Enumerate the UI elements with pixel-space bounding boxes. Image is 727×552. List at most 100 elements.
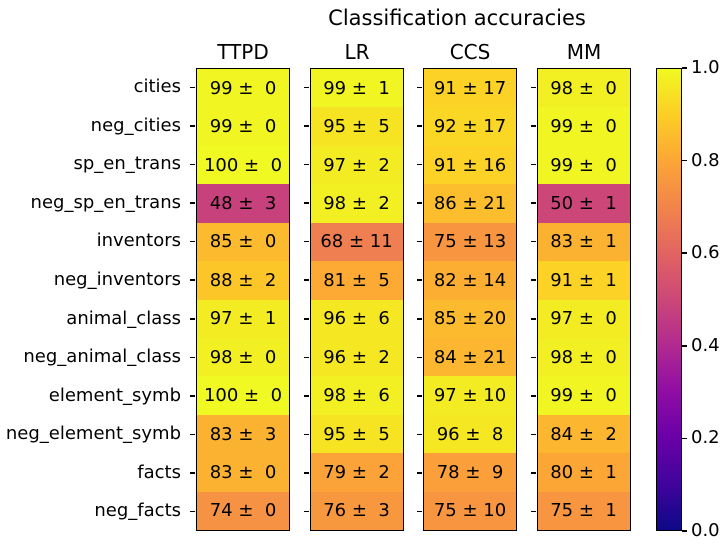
y-tick bbox=[417, 202, 422, 204]
column-header-lr: LR bbox=[344, 40, 370, 64]
y-tick bbox=[190, 472, 195, 474]
colorbar-tick bbox=[682, 67, 687, 69]
y-tick bbox=[530, 433, 536, 436]
heatmap-cell: 97 ± 0 bbox=[537, 299, 630, 338]
colorbar-tick-label: 1.0 bbox=[691, 57, 720, 78]
y-tick bbox=[303, 202, 309, 204]
column-header-ccs: CCS bbox=[449, 40, 491, 64]
heatmap-cell: 99 ± 0 bbox=[197, 107, 289, 146]
y-tick bbox=[303, 395, 309, 397]
heatmap-cell: 75 ± 13 bbox=[424, 222, 516, 262]
y-tick bbox=[530, 510, 536, 513]
y-tick bbox=[190, 433, 195, 436]
y-tick bbox=[417, 472, 422, 474]
y-tick bbox=[417, 318, 422, 320]
colorbar bbox=[656, 68, 682, 531]
colorbar-tick bbox=[682, 530, 687, 532]
y-tick bbox=[530, 125, 536, 127]
colorbar-tick bbox=[682, 437, 687, 440]
heatmap-cell: 98 ± 0 bbox=[537, 69, 630, 108]
heatmap-cell: 78 ± 9 bbox=[424, 453, 516, 492]
colorbar-tick-label: 0.2 bbox=[691, 427, 720, 449]
heatmap-cell: 91 ± 1 bbox=[537, 261, 630, 300]
y-tick bbox=[417, 433, 422, 436]
heatmap-column-lr: 99 ± 1 95 ± 5 97 ± 2 98 ± 2 68 ± 11 81 ± 5 96 … bbox=[309, 68, 404, 531]
y-tick bbox=[190, 318, 195, 320]
y-tick bbox=[303, 356, 309, 359]
heatmap-cell: 84 ± 21 bbox=[424, 337, 516, 377]
heatmap-cell: 83 ± 1 bbox=[537, 222, 630, 262]
heatmap-cell: 96 ± 2 bbox=[310, 337, 403, 377]
heatmap-cell: 48 ± 3 bbox=[197, 184, 289, 223]
heatmap-cell: 85 ± 0 bbox=[197, 222, 289, 262]
y-tick bbox=[190, 125, 195, 127]
colorbar-tick-label: 0.4 bbox=[691, 334, 720, 356]
y-tick bbox=[417, 163, 422, 166]
row-label: neg_cities bbox=[90, 114, 181, 136]
y-tick bbox=[417, 240, 422, 243]
row-label: neg_element_symb bbox=[5, 423, 181, 445]
heatmap-cell: 88 ± 2 bbox=[197, 261, 289, 300]
y-tick bbox=[303, 86, 309, 89]
y-tick bbox=[417, 356, 422, 359]
heatmap-cell: 85 ± 20 bbox=[424, 299, 516, 338]
heatmap-cell: 84 ± 2 bbox=[537, 414, 630, 454]
chart-title: Classification accuracies bbox=[328, 6, 586, 30]
y-tick bbox=[303, 279, 309, 281]
heatmap-cell: 98 ± 6 bbox=[310, 376, 403, 415]
y-tick bbox=[190, 202, 195, 204]
heatmap-cell: 68 ± 11 bbox=[310, 222, 403, 262]
colorbar-tick bbox=[682, 252, 687, 254]
heatmap-cell: 75 ± 10 bbox=[424, 491, 516, 531]
heatmap-cell: 99 ± 0 bbox=[537, 376, 630, 415]
y-tick bbox=[417, 510, 422, 513]
y-tick bbox=[303, 240, 309, 243]
row-label: neg_inventors bbox=[53, 268, 181, 290]
row-label: neg_animal_class bbox=[23, 346, 181, 368]
row-label: inventors bbox=[96, 230, 181, 252]
heatmap-cell: 97 ± 2 bbox=[310, 145, 403, 185]
y-tick bbox=[530, 472, 536, 474]
heatmap-cell: 100 ± 0 bbox=[197, 376, 289, 415]
heatmap-cell: 81 ± 5 bbox=[310, 261, 403, 300]
colorbar-tick-label: 0.0 bbox=[691, 520, 720, 541]
colorbar-tick bbox=[682, 159, 687, 162]
row-label: facts bbox=[137, 461, 181, 483]
row-label: cities bbox=[133, 76, 181, 97]
row-label: animal_class bbox=[66, 307, 181, 329]
heatmap-cell: 98 ± 0 bbox=[537, 337, 630, 377]
heatmap-column-mm: 98 ± 0 99 ± 0 99 ± 0 50 ± 1 83 ± 1 91 ± 1 97 ±… bbox=[536, 68, 631, 531]
row-label: sp_en_trans bbox=[73, 153, 181, 175]
heatmap-cell: 91 ± 17 bbox=[424, 69, 516, 108]
heatmap-cell: 76 ± 3 bbox=[310, 491, 403, 531]
heatmap-column-ttpd: 99 ± 0 99 ± 0 100 ± 0 48 ± 3 85 ± 0 88 ± 2 97 … bbox=[196, 68, 290, 531]
y-tick bbox=[190, 356, 195, 359]
row-label: neg_sp_en_trans bbox=[30, 191, 181, 213]
y-tick bbox=[190, 510, 195, 513]
y-tick bbox=[530, 86, 536, 89]
y-tick bbox=[530, 202, 536, 204]
heatmap-cell: 75 ± 1 bbox=[537, 491, 630, 531]
y-tick bbox=[530, 395, 536, 397]
heatmap-cell: 99 ± 1 bbox=[310, 69, 403, 108]
y-tick bbox=[530, 318, 536, 320]
y-tick bbox=[303, 163, 309, 166]
y-tick bbox=[417, 125, 422, 127]
column-header-ttpd: TTPD bbox=[217, 40, 269, 64]
y-tick bbox=[303, 433, 309, 436]
y-tick bbox=[530, 356, 536, 359]
y-tick bbox=[530, 163, 536, 166]
y-tick bbox=[417, 279, 422, 281]
column-header-mm: MM bbox=[566, 40, 602, 64]
heatmap-cell: 96 ± 6 bbox=[310, 299, 403, 338]
heatmap-cell: 100 ± 0 bbox=[197, 145, 289, 185]
y-tick bbox=[303, 125, 309, 127]
y-tick bbox=[303, 510, 309, 513]
heatmap-cell: 82 ± 14 bbox=[424, 261, 516, 300]
y-tick bbox=[303, 318, 309, 320]
y-tick bbox=[530, 279, 536, 281]
heatmap-cell: 83 ± 0 bbox=[197, 453, 289, 492]
colorbar-tick bbox=[682, 345, 687, 347]
heatmap-cell: 97 ± 1 bbox=[197, 299, 289, 338]
